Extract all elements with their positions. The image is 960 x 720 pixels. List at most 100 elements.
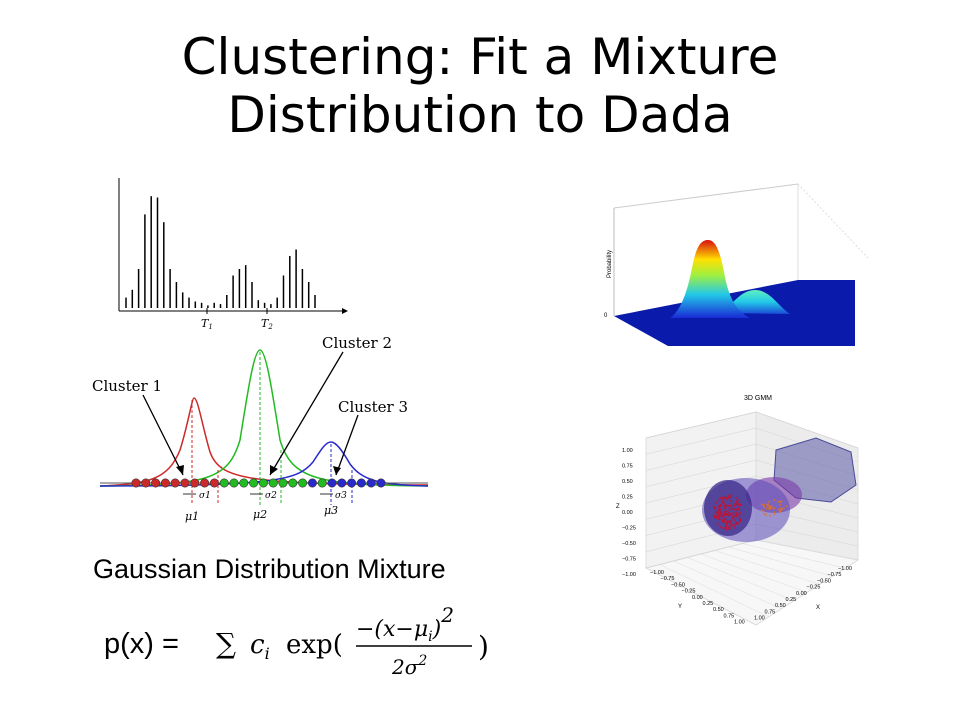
gmm-x-tick: −0.25 [807, 585, 821, 591]
gmm-point [738, 503, 742, 506]
gmm-point [785, 505, 788, 508]
grid-line [728, 546, 833, 577]
gmm-point [765, 507, 768, 510]
gmm-point [780, 501, 782, 504]
gmm-point [729, 500, 733, 503]
data-point [356, 478, 366, 488]
gmm-point [717, 508, 720, 511]
gmm-point [731, 524, 734, 527]
gmm-point [738, 518, 742, 521]
gmm-point [773, 507, 776, 510]
gaussian-curve-2 [99, 349, 429, 487]
gmm-point [730, 494, 733, 497]
cluster-2-label: Cluster 2 [322, 334, 392, 352]
sigma-label-2: σ2 [265, 491, 277, 501]
gmm-point [732, 508, 736, 511]
gmm-point [763, 512, 766, 515]
formula-numerator: −(x−μi)2 [356, 603, 454, 645]
formula-exp: exp( [286, 630, 343, 660]
gmm-point [728, 508, 731, 511]
data-point [347, 478, 357, 488]
gmm-point [719, 496, 722, 499]
grid-line [645, 459, 757, 487]
gmm-point [768, 514, 771, 517]
gmm-point [725, 526, 728, 529]
grid-line [755, 411, 859, 449]
gmm-point [768, 505, 771, 508]
data-point [180, 478, 190, 488]
gmm-point [773, 513, 776, 516]
data-point [337, 478, 347, 488]
gmm-z-tick: −1.00 [622, 572, 636, 578]
data-point [307, 478, 317, 488]
gmm-title: 3D GMM [744, 395, 772, 402]
cluster-1-arrow [142, 394, 184, 476]
mu-label-2: μ2 [253, 508, 267, 521]
data-point [141, 478, 151, 488]
gmm-point [727, 520, 731, 523]
gmm-y-tick: 0.25 [703, 601, 714, 607]
gmm-point [729, 496, 733, 499]
gmm-point [777, 500, 780, 503]
gmm-point [722, 519, 725, 523]
cluster-3-arrowhead [333, 466, 341, 475]
gmm-point [760, 503, 763, 506]
gmm-point [738, 516, 741, 519]
gmm-point [721, 515, 724, 518]
mixture-formula: p(x) = ∑ ci exp( −(x−μi)2 2σ2 ) [104, 603, 489, 678]
gmm-x-label: X [816, 605, 820, 611]
gmm-x-tick: 1.00 [754, 616, 765, 622]
surface-plot-figure: Probability 0 [604, 183, 869, 346]
gmm-point [724, 504, 727, 507]
gmm-x-tick: 0.50 [775, 603, 786, 609]
gmm-point [713, 505, 716, 509]
data-point [209, 478, 219, 488]
gmm-point [725, 524, 728, 527]
gmm-point [767, 505, 770, 508]
gmm-point [724, 496, 727, 499]
slide-title: Clustering: Fit a Mixture Distribution t… [0, 28, 960, 144]
gmm-point [719, 525, 722, 528]
gmm-point [716, 522, 719, 525]
gmm-z-tick: 1.00 [622, 448, 633, 454]
gmm-x-tick: 0.75 [765, 609, 776, 615]
data-point [376, 478, 386, 488]
data-point [268, 478, 278, 488]
gmm-point [767, 503, 770, 506]
gmm-point [737, 499, 740, 502]
gmm-point [714, 501, 718, 504]
gmm-y-tick: 0.75 [724, 613, 735, 619]
gmm-y-tick: 0.50 [713, 607, 724, 613]
gmm-point [735, 513, 738, 516]
gmm-ellipsoid-left [704, 480, 752, 536]
gmm-point [729, 504, 732, 507]
data-point [131, 478, 141, 488]
data-point [288, 478, 298, 488]
gmm-point [714, 511, 717, 514]
gmm-point [718, 498, 721, 501]
data-point [239, 478, 249, 488]
gmm-z-tick: 0.25 [622, 495, 633, 501]
gmm-y-tick: −0.25 [682, 589, 696, 595]
gmm-z-tick: −0.50 [622, 541, 636, 547]
gmm-point [733, 526, 736, 529]
gmm-point [719, 508, 722, 511]
gmm-point [725, 498, 728, 501]
gmm-y-tick: −1.00 [650, 570, 664, 576]
grid-line [687, 557, 795, 601]
gmm-y-tick: 1.00 [734, 620, 745, 626]
gmm-point [726, 519, 729, 522]
sigma-label-3: σ3 [335, 491, 347, 501]
gmm-point [727, 495, 730, 498]
gmm-z-tick: −0.25 [622, 526, 636, 532]
data-point [170, 478, 180, 488]
title-line-1: Clustering: Fit a Mixture [181, 28, 779, 86]
gmm-y-tick: −0.75 [661, 576, 675, 582]
data-point [160, 478, 170, 488]
gmm-z-tick: 0.75 [622, 464, 633, 470]
gmm-point [724, 512, 728, 516]
gmm-point [763, 503, 766, 506]
formula-denominator: 2σ2 [391, 653, 427, 678]
gmm-point [727, 511, 730, 514]
gmm-point [716, 514, 719, 517]
